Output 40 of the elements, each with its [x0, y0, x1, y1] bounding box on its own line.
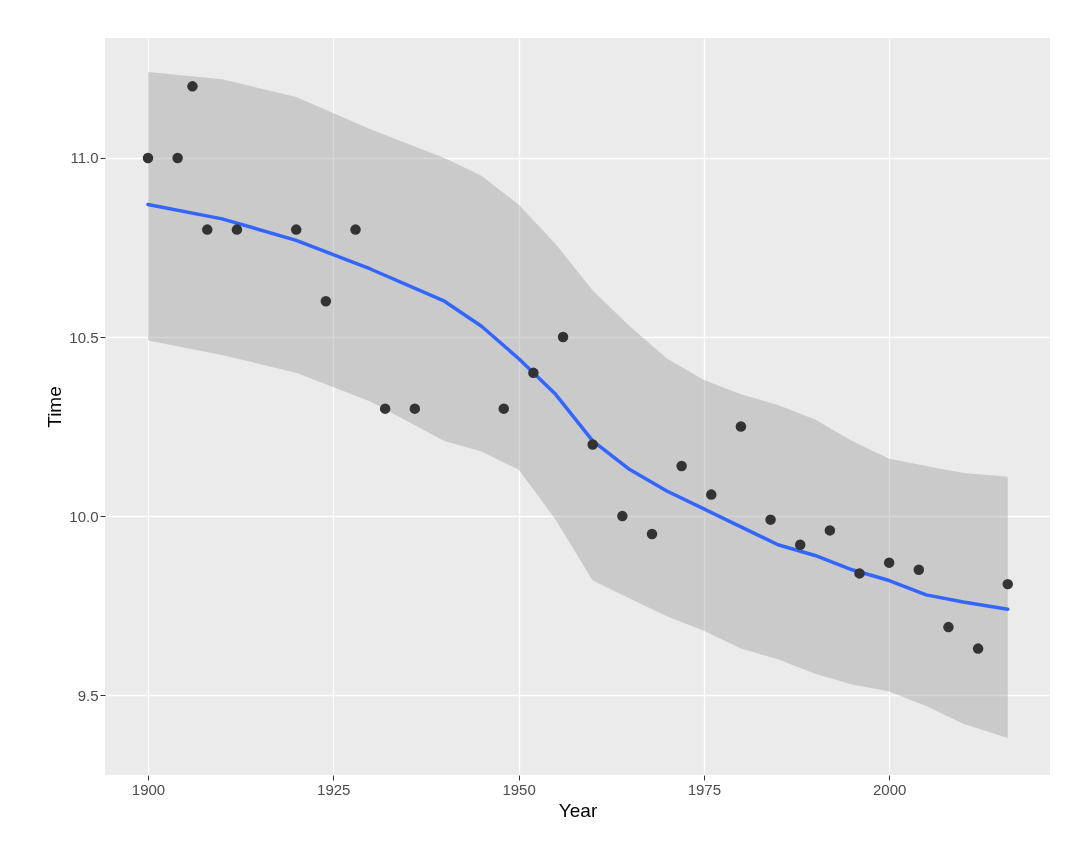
point	[409, 403, 421, 414]
point	[202, 224, 213, 235]
point	[187, 81, 198, 92]
point	[676, 460, 687, 472]
point	[350, 224, 361, 235]
x-tick-label: 1950	[502, 780, 536, 798]
x-tick-label: 1900	[131, 780, 166, 798]
y-tick-label: 10.5	[69, 328, 99, 346]
point	[290, 224, 302, 235]
point	[883, 557, 895, 568]
point	[142, 152, 154, 164]
point	[913, 564, 925, 576]
line-series	[146, 202, 1010, 611]
x-tick-label: 2000	[872, 780, 907, 798]
point	[706, 489, 717, 500]
y-tick-label: 10.0	[69, 507, 99, 525]
point	[557, 331, 569, 343]
point	[617, 510, 628, 522]
x-tick-label: 1925	[317, 780, 351, 798]
point	[824, 525, 836, 536]
y-axis-title: Time	[44, 386, 66, 428]
point	[172, 152, 183, 164]
point	[943, 621, 954, 633]
point	[854, 568, 865, 579]
y-tick-label: 9.5	[77, 686, 99, 704]
point	[765, 514, 776, 525]
point	[646, 528, 658, 540]
point	[231, 224, 243, 235]
point	[972, 643, 984, 654]
point	[1002, 578, 1013, 590]
x-tick-label: 1975	[687, 780, 722, 798]
point	[379, 403, 391, 414]
x-axis-title: Year	[558, 799, 598, 821]
point	[794, 539, 806, 550]
point	[528, 367, 539, 379]
point	[498, 403, 509, 414]
point	[320, 295, 332, 307]
point	[587, 439, 598, 450]
point	[735, 421, 747, 432]
y-tick-label: 11.0	[70, 149, 99, 167]
